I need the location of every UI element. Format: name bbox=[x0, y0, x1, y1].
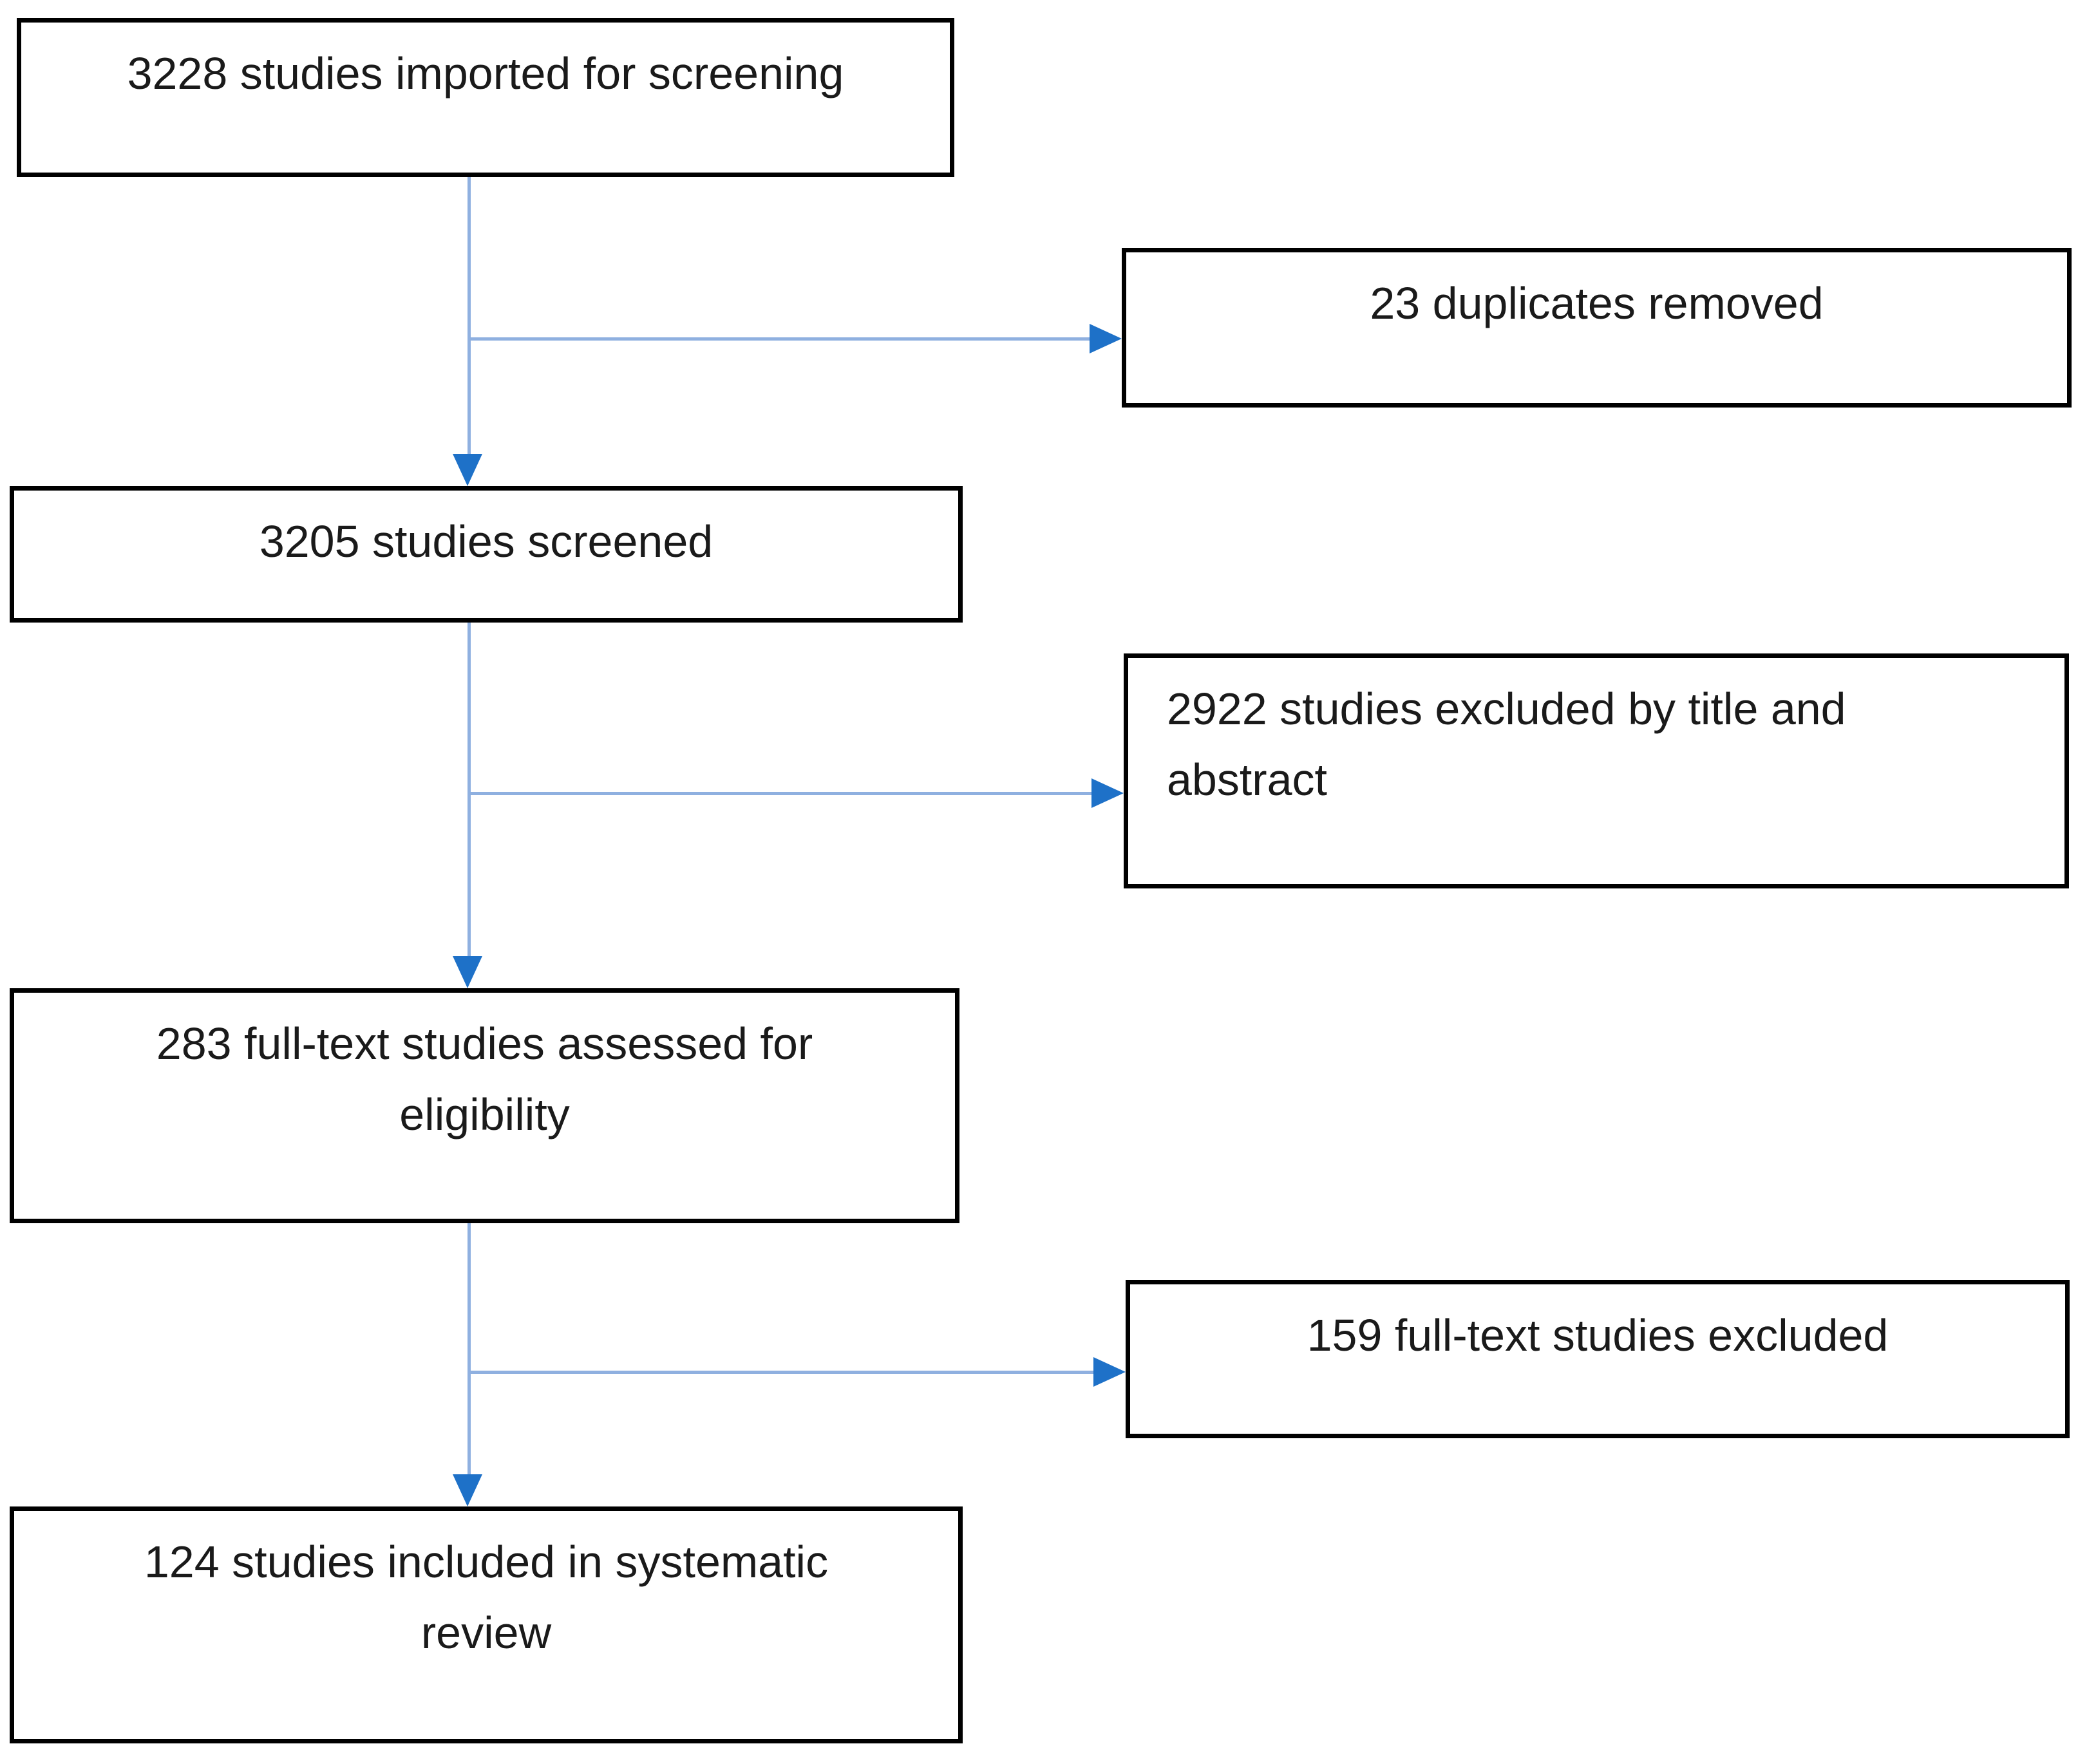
node-studies-screened: 3205 studies screened bbox=[10, 486, 963, 623]
connector-screened-to-excluded bbox=[468, 792, 1091, 795]
arrow-right-icon bbox=[1091, 778, 1124, 808]
node-excluded-title-abstract: 2922 studies excluded by title and abstr… bbox=[1124, 653, 2069, 888]
arrow-right-icon bbox=[1093, 1357, 1126, 1387]
connector-assessed-to-included bbox=[468, 1223, 471, 1474]
node-included-systematic-review: 124 studies included in systematic revie… bbox=[10, 1506, 963, 1743]
node-fulltext-assessed: 283 full-text studies assessed for eligi… bbox=[10, 988, 959, 1223]
connector-imported-to-screened bbox=[468, 177, 471, 454]
node-fulltext-excluded: 159 full-text studies excluded bbox=[1126, 1280, 2070, 1438]
connector-assessed-to-ftexcluded bbox=[468, 1371, 1093, 1374]
arrow-right-icon bbox=[1090, 324, 1122, 353]
arrow-down-icon bbox=[453, 1474, 482, 1506]
arrow-down-icon bbox=[453, 454, 482, 486]
connector-screened-to-assessed bbox=[468, 623, 471, 956]
connector-imported-to-duplicates bbox=[468, 337, 1090, 341]
node-duplicates-removed: 23 duplicates removed bbox=[1122, 248, 2072, 408]
arrow-down-icon bbox=[453, 956, 482, 988]
node-studies-imported: 3228 studies imported for screening bbox=[17, 18, 954, 177]
